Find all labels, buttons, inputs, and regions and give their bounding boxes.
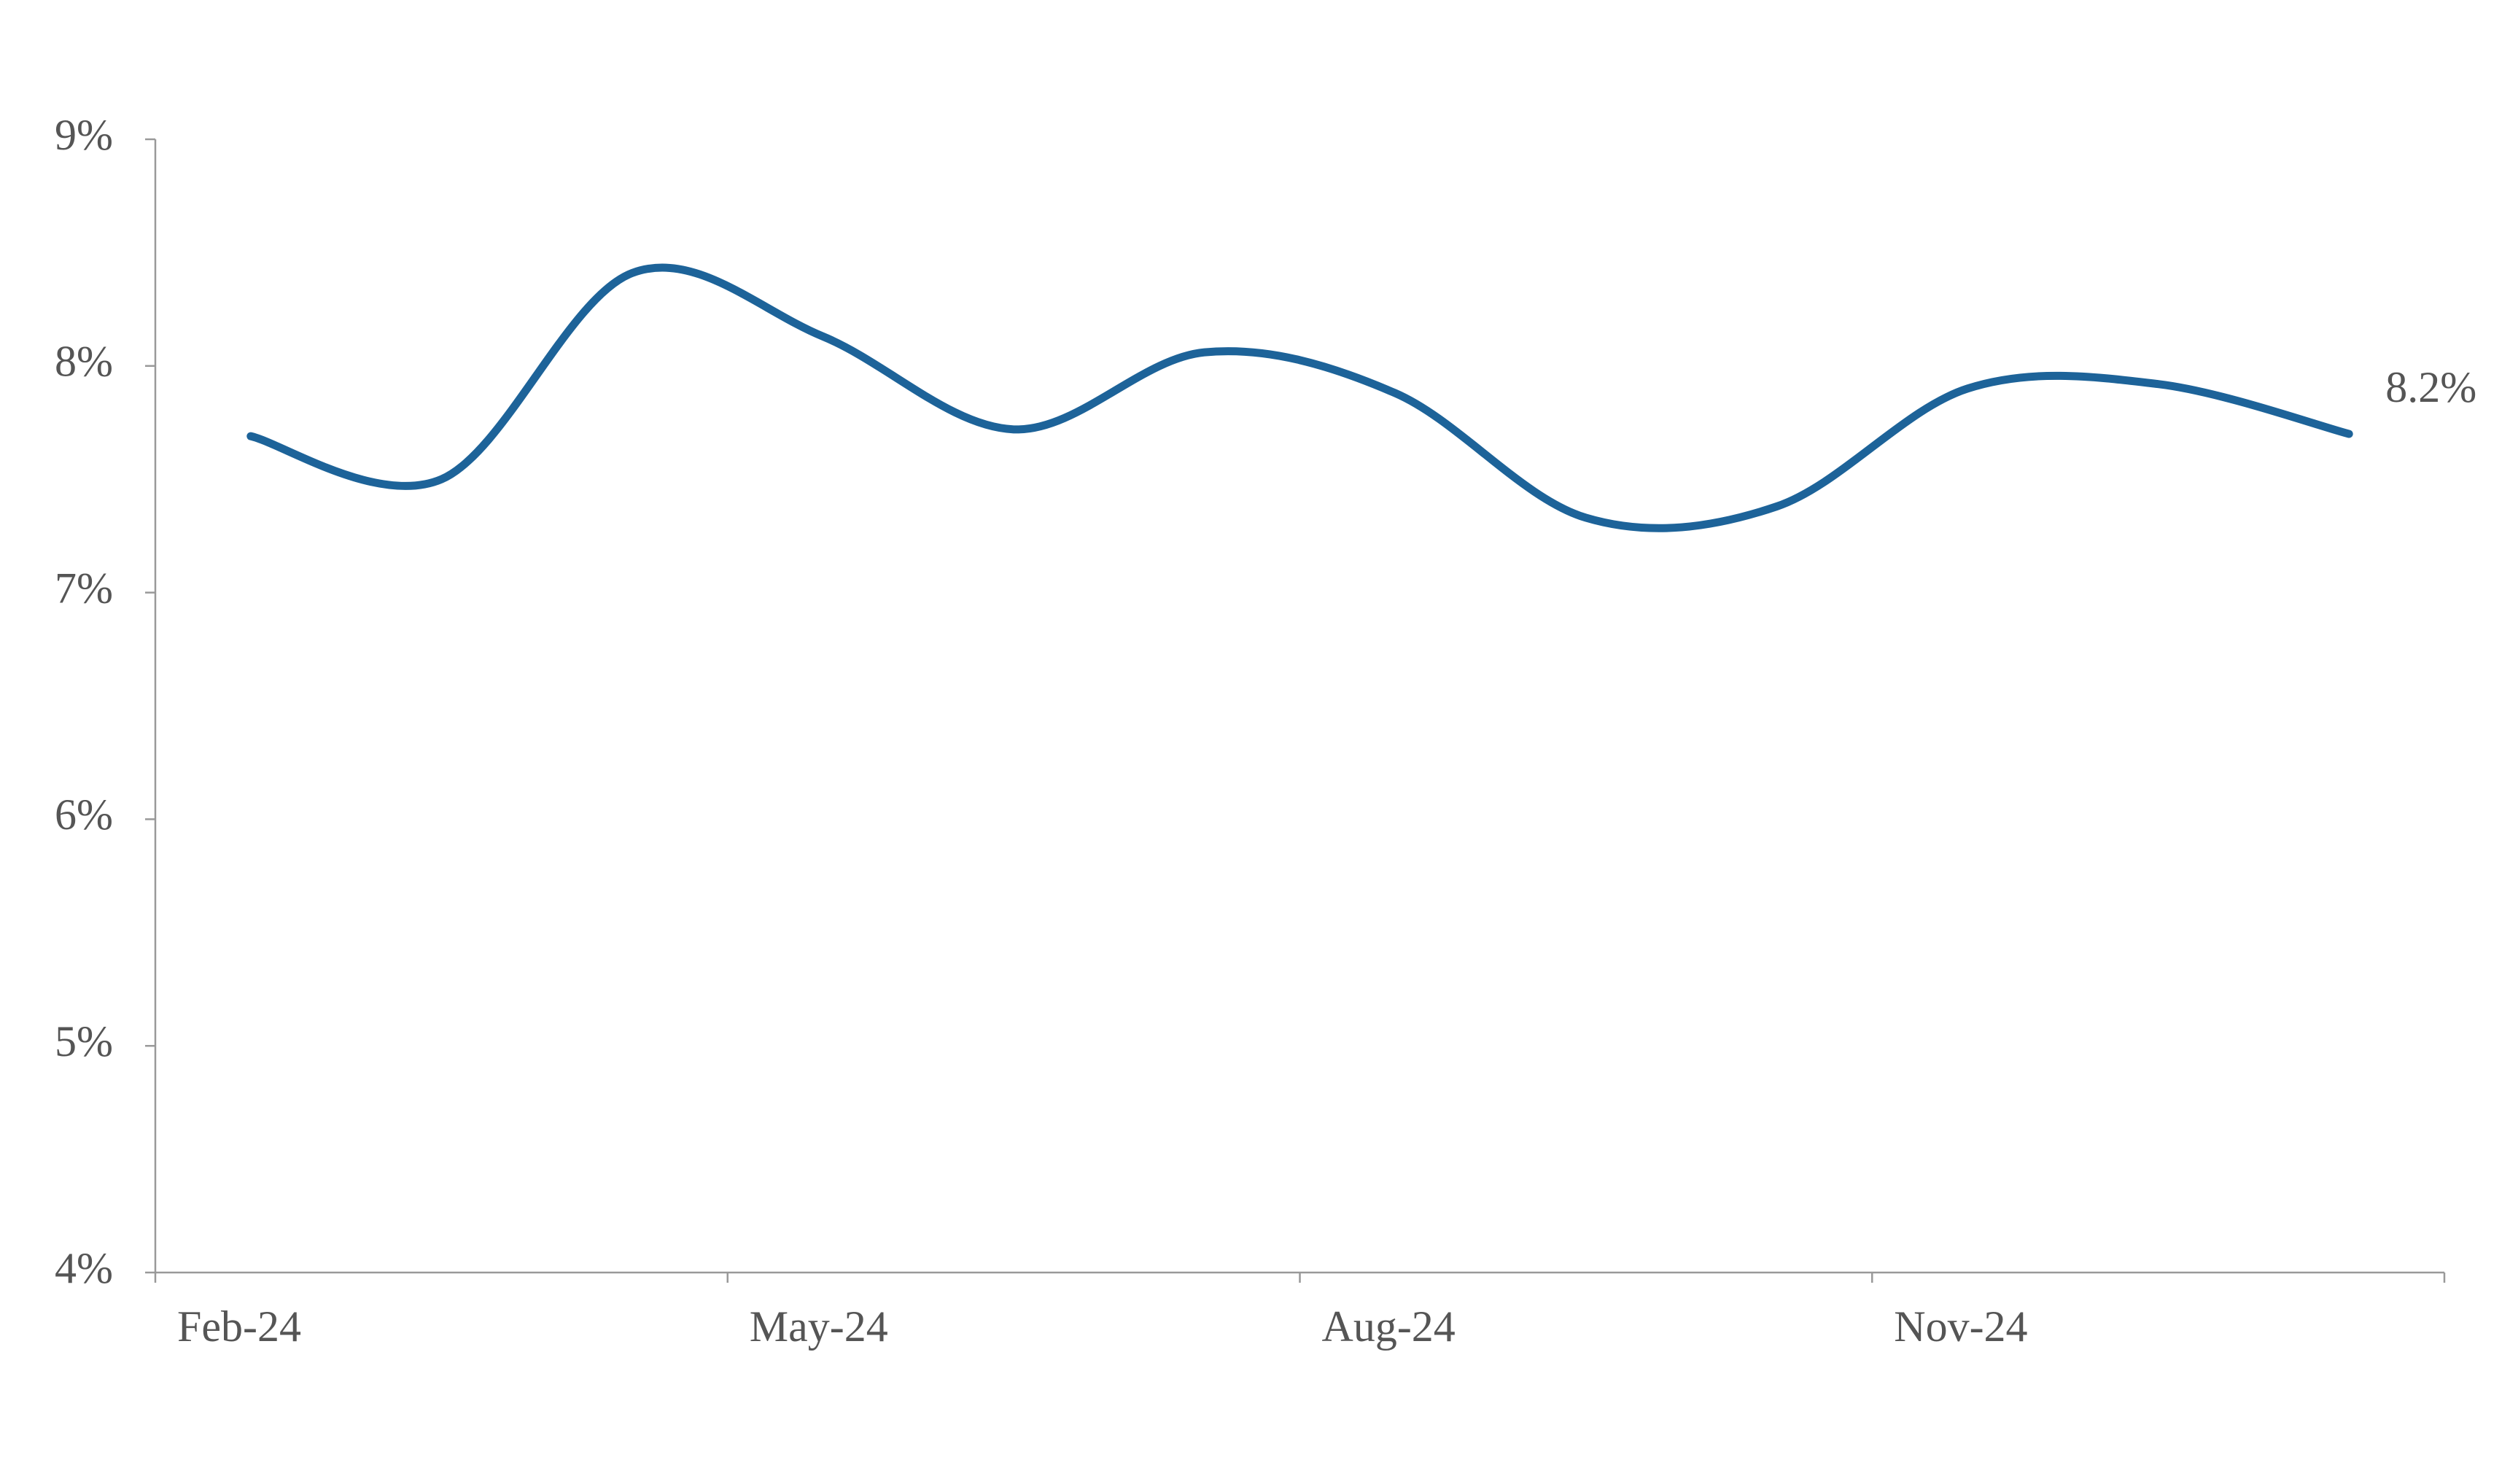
x-tick-label: Feb-24 xyxy=(177,1302,301,1351)
y-tick-label: 5% xyxy=(55,1017,113,1065)
annotation: 8.2% xyxy=(2385,363,2476,411)
y-tick-label: 8% xyxy=(55,338,113,386)
line xyxy=(246,263,2353,532)
y-tick-label: 6% xyxy=(55,790,113,839)
y-tick-label: 9% xyxy=(55,111,113,159)
x-tick-label: Nov-24 xyxy=(1894,1302,2027,1351)
x-tick-label: May-24 xyxy=(750,1302,888,1351)
x-tick-label: Aug-24 xyxy=(1322,1302,1456,1351)
y-tick-label: 7% xyxy=(55,564,113,612)
y-tick-label: 4% xyxy=(55,1244,113,1292)
